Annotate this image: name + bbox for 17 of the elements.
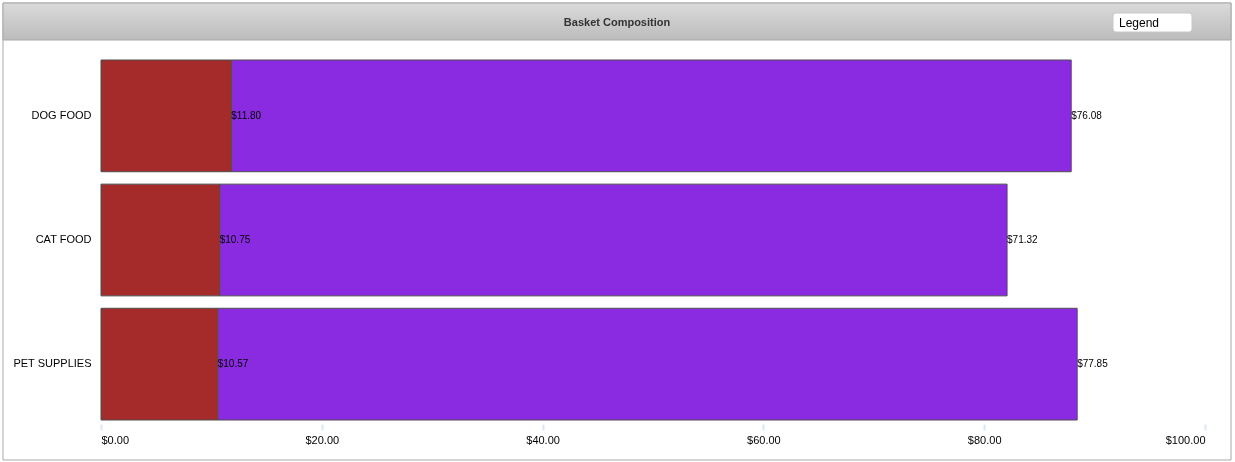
x-tick-label: $0.00	[101, 433, 130, 446]
data-label: $77.85	[1077, 358, 1109, 370]
x-tick-label: $60.00	[747, 433, 781, 446]
chart-title: Basket Composition	[563, 15, 671, 28]
x-tick-label: $80.00	[967, 433, 1002, 446]
data-label: $10.57	[217, 358, 249, 370]
data-label: $10.75	[219, 234, 251, 245]
data-label: $71.32	[1007, 234, 1039, 245]
y-tick-label: PET SUPPLIES	[13, 357, 92, 370]
x-tick-label: $100.00	[1165, 433, 1206, 446]
x-tick-label: $20.00	[305, 433, 340, 446]
data-label: $76.08	[1071, 109, 1103, 121]
y-tick-label: CAT FOOD	[35, 233, 92, 245]
text: Legend	[1119, 16, 1160, 30]
x-tick-label: $40.00	[526, 433, 560, 446]
y-tick-label: DOG FOOD	[31, 108, 92, 121]
data-label: $11.80	[231, 109, 262, 121]
